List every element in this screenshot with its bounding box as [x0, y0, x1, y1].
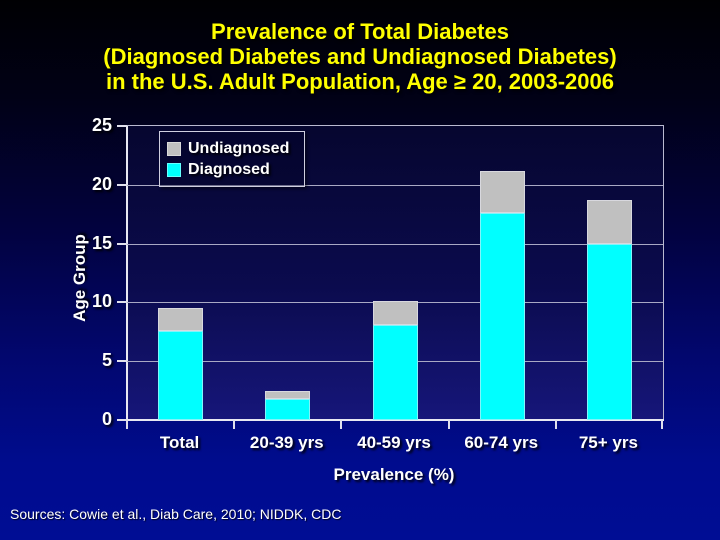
- legend-swatch-undiagnosed: [167, 141, 181, 156]
- gridline-20: [127, 184, 663, 186]
- x-axis-tick-5: [661, 420, 663, 429]
- x-category-label-40-59-yrs: 40-59 yrs: [357, 433, 431, 452]
- y-axis-title: Age Group: [70, 234, 89, 322]
- bar-segment-undiagnosed-total: [158, 308, 204, 331]
- x-category-label-60-74-yrs: 60-74 yrs: [464, 433, 539, 452]
- x-axis-tick-4: [554, 420, 557, 429]
- gridline-15: [127, 243, 663, 245]
- y-axis-tick-0: [117, 419, 127, 421]
- y-tick-label-10: 10: [91, 291, 112, 312]
- y-axis-tick-25: [117, 125, 127, 127]
- x-axis-tick-1: [233, 420, 236, 429]
- y-tick-label-15: 15: [91, 232, 112, 253]
- x-category-label-total: Total: [159, 433, 200, 452]
- y-tick-label-20: 20: [91, 173, 112, 194]
- bar-group-60-74-yrs: [479, 170, 525, 420]
- bar-group-40-59-yrs: [372, 301, 418, 420]
- bar-group-75-yrs: [586, 200, 632, 420]
- y-axis-tick-10: [117, 301, 127, 304]
- x-category-label-75-yrs: 75+ yrs: [578, 433, 638, 452]
- y-axis-tick-20: [117, 183, 127, 186]
- bar-group-total: [158, 308, 204, 420]
- legend-swatch-diagnosed: [167, 162, 181, 177]
- bar-segment-undiagnosed-20-39-yrs: [265, 390, 311, 399]
- legend-label-undiagnosed: Undiagnosed: [188, 140, 290, 157]
- chart-title-line-1: Prevalence of Total Diabetes: [211, 19, 509, 44]
- x-axis-tick-0: [126, 420, 128, 429]
- x-category-label-20-39-yrs: 20-39 yrs: [249, 433, 324, 452]
- bar-segment-diagnosed-60-74-yrs: [479, 213, 525, 420]
- y-axis-tick-5: [117, 360, 127, 363]
- bar-segment-diagnosed-75-yrs: [586, 243, 632, 420]
- chart-title: Prevalence of Total Diabetes (Diagnosed …: [0, 19, 720, 94]
- bar-segment-diagnosed-total: [158, 330, 204, 420]
- bar-segment-diagnosed-40-59-yrs: [372, 324, 418, 420]
- y-tick-label-5: 5: [101, 350, 112, 371]
- legend-item-diagnosed: Diagnosed: [167, 160, 297, 179]
- chart-title-line-2: (Diagnosed Diabetes and Undiagnosed Diab…: [103, 44, 617, 69]
- legend-item-undiagnosed: Undiagnosed: [167, 139, 297, 158]
- x-axis-tick-2: [340, 420, 343, 429]
- y-tick-label-0: 0: [101, 409, 112, 429]
- x-axis-line: [126, 419, 664, 421]
- bar-segment-undiagnosed-40-59-yrs: [372, 301, 418, 325]
- bar-segment-diagnosed-20-39-yrs: [265, 398, 311, 420]
- x-axis-title: Prevalence (%): [333, 465, 455, 484]
- legend-label-diagnosed: Diagnosed: [188, 161, 270, 178]
- sources-text: Sources: Cowie et al., Diab Care, 2010; …: [10, 506, 342, 522]
- chart-title-line-3: in the U.S. Adult Population, Age ≥ 20, …: [106, 69, 614, 94]
- x-axis-tick-3: [447, 420, 450, 429]
- y-axis-tick-15: [117, 242, 127, 245]
- legend: Undiagnosed Diagnosed: [159, 131, 305, 187]
- bar-segment-undiagnosed-60-74-yrs: [479, 170, 525, 214]
- plot-area: Undiagnosed Diagnosed: [117, 125, 664, 429]
- y-axis-line: [126, 126, 128, 420]
- bar-group-20-39-yrs: [265, 390, 311, 420]
- y-tick-label-25: 25: [91, 115, 112, 135]
- bar-segment-undiagnosed-75-yrs: [586, 200, 632, 244]
